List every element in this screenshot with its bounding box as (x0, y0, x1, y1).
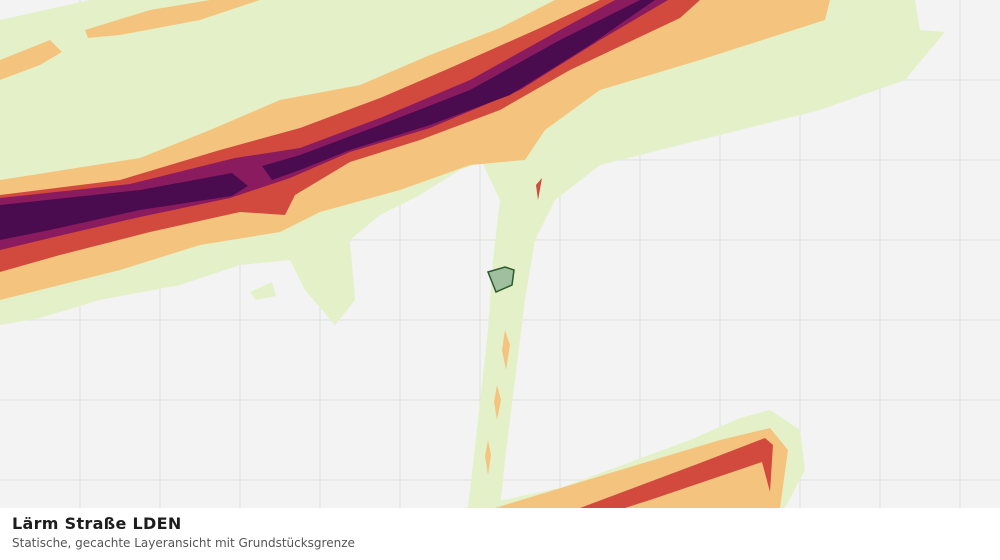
layer-subtitle: Statische, gecachte Layeransicht mit Gru… (12, 536, 355, 550)
layer-title: Lärm Straße LDEN (12, 514, 182, 533)
noise-zone-medium (495, 428, 788, 508)
noise-zone-high (580, 438, 773, 508)
noise-zone-high (536, 178, 542, 200)
legend-footer: Lärm Straße LDEN Statische, gecachte Lay… (0, 508, 1000, 560)
noise-zone-extreme (0, 173, 248, 240)
noise-zone-medium (0, 0, 260, 80)
noise-zone-extreme (262, 0, 655, 180)
parcel-boundary[interactable] (486, 266, 515, 293)
noise-zone-medium (0, 0, 830, 300)
noise-zone-medium (485, 330, 510, 475)
noise-zones (0, 0, 945, 508)
noise-zone-low (250, 282, 276, 300)
